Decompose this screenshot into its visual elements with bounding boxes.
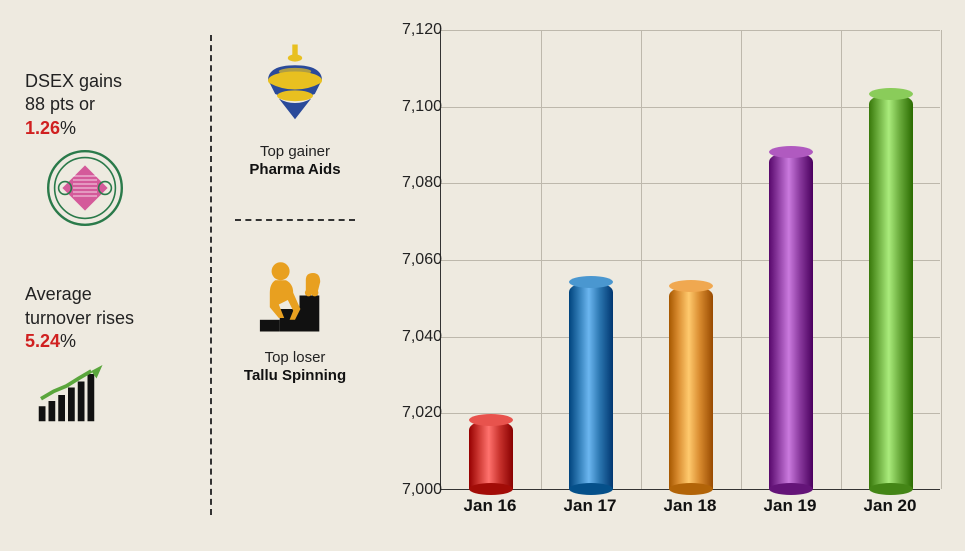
y-axis-label: 7,020 (402, 404, 442, 422)
spinning-top-icon (250, 40, 340, 130)
horizontal-divider (235, 219, 355, 221)
grid-line-h (441, 107, 940, 108)
stats-panel: DSEX gains 88 pts or 1.26% Average turno… (25, 70, 200, 480)
bar (569, 282, 613, 489)
turnover-highlight: 5.24% (25, 330, 200, 353)
loser-label: Top loser (225, 349, 365, 367)
vertical-divider (210, 35, 212, 515)
x-axis-label: Jan 19 (764, 496, 817, 516)
chart-plot-area (440, 30, 940, 490)
turnover-line2: turnover rises (25, 307, 200, 330)
top-gainer-block: Top gainer Pharma Aids (225, 40, 365, 179)
dse-logo-icon (45, 148, 125, 228)
grid-line-h (441, 260, 940, 261)
growth-chart-icon (35, 365, 110, 425)
x-axis-label: Jan 18 (664, 496, 717, 516)
turnover-block: Average turnover rises 5.24% (25, 283, 200, 430)
grid-line-v (741, 30, 742, 489)
grid-line-v (541, 30, 542, 489)
gainer-loser-panel: Top gainer Pharma Aids Top loser Tallu S… (225, 40, 365, 425)
top-loser-block: Top loser Tallu Spinning (225, 246, 365, 385)
loser-steps-icon (250, 246, 340, 336)
y-axis-label: 7,100 (402, 98, 442, 116)
grid-line-h (441, 30, 940, 31)
bar (669, 286, 713, 489)
gainer-name: Pharma Aids (225, 161, 365, 179)
dsex-line1: DSEX gains (25, 70, 200, 93)
y-axis-label: 7,120 (402, 21, 442, 39)
y-axis-label: 7,040 (402, 328, 442, 346)
grid-line-v (641, 30, 642, 489)
dsex-gains-block: DSEX gains 88 pts or 1.26% (25, 70, 200, 233)
grid-line-v (841, 30, 842, 489)
x-axis-label: Jan 20 (864, 496, 917, 516)
y-axis-label: 7,080 (402, 174, 442, 192)
bar (469, 420, 513, 489)
grid-line-h (441, 183, 940, 184)
dsex-line2: 88 pts or 1.26% (25, 93, 200, 140)
y-axis-label: 7,060 (402, 251, 442, 269)
dsex-bar-chart: 7,000 7,020 7,040 7,060 7,080 7,100 7,120 Jan 1… (380, 20, 950, 535)
grid-line-v (941, 30, 942, 489)
loser-name: Tallu Spinning (225, 367, 365, 385)
x-axis-label: Jan 16 (464, 496, 517, 516)
bar (769, 152, 813, 489)
bar (869, 94, 913, 489)
x-axis-label: Jan 17 (564, 496, 617, 516)
y-axis-label: 7,000 (402, 481, 442, 499)
gainer-label: Top gainer (225, 143, 365, 161)
turnover-line1: Average (25, 283, 200, 306)
